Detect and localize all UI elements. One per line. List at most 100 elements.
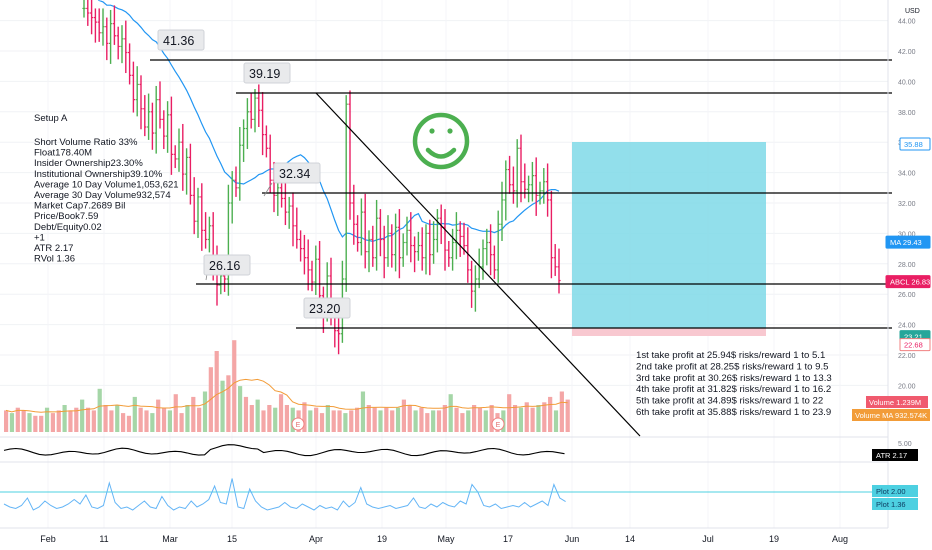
- volume-bar: [314, 407, 319, 432]
- level-label-box[interactable]: [243, 62, 291, 84]
- time-tick-label: Mar: [162, 534, 178, 544]
- setup-line: Float178.40M: [34, 148, 92, 159]
- rvol-tag: [872, 498, 918, 510]
- setup-text-block: Setup A Short Volume Ratio 33%Float178.40…: [34, 113, 179, 265]
- volume-bar: [74, 407, 79, 432]
- currency-label: USD: [905, 8, 920, 15]
- volume-bar: [536, 405, 541, 432]
- volume-bar: [243, 396, 249, 432]
- volume-bar: [349, 410, 354, 432]
- time-tick-label: Apr: [309, 534, 323, 544]
- volume-ma-line: [5, 378, 568, 413]
- volume-ma-tag-label: Volume MA 932.574K: [855, 411, 927, 420]
- level-label-text: 39.19: [249, 67, 280, 81]
- rvol-tag: [872, 485, 918, 497]
- volume-bar: [27, 413, 32, 432]
- take-profit-line: 3rd take profit at 30.26$ risks/reward 1…: [636, 373, 832, 384]
- time-tick-label: Jul: [702, 534, 714, 544]
- time-tick-label: Aug: [832, 534, 848, 544]
- price-tick-label: 34.00: [898, 171, 916, 178]
- level-labels: 41.36 39.19 32.34 26.16 23.20: [157, 29, 351, 319]
- volume-bar: [191, 396, 196, 432]
- time-tick-label: Feb: [40, 534, 56, 544]
- time-tick-label: 14: [625, 534, 635, 544]
- setup-line: Short Volume Ratio 33%: [34, 137, 138, 148]
- volume-bar: [173, 394, 178, 432]
- level-label-box[interactable]: [303, 297, 351, 319]
- volume-bar: [185, 405, 190, 432]
- volume-bar: [290, 407, 295, 432]
- price-tick-label: 24.00: [898, 323, 916, 330]
- volume-bar: [138, 407, 143, 432]
- volume-bar: [161, 407, 167, 432]
- smiley-icon: [412, 112, 470, 170]
- volume-bar: [419, 407, 424, 432]
- volume-bar: [126, 415, 132, 432]
- price-tag-label: MA 29.43: [890, 238, 922, 247]
- volume-bar: [553, 410, 559, 432]
- take-profit-line: 5th take profit at 34.89$ risks/reward 1…: [636, 396, 823, 407]
- level-label-box[interactable]: [157, 29, 205, 51]
- volume-bar: [144, 410, 149, 432]
- take-profit-line: 4th take profit at 31.82$ risks/reward 1…: [636, 384, 831, 395]
- volume-bar: [542, 402, 547, 432]
- stop-zone-box[interactable]: [572, 328, 766, 336]
- volume-bar: [477, 407, 483, 432]
- atr-tag: [872, 449, 918, 461]
- take-profit-line: 1st take profit at 25.94$ risks/reward 1…: [636, 350, 825, 361]
- price-tick-label: 28.00: [898, 262, 916, 269]
- volume-bar: [489, 405, 494, 432]
- time-tick-label: 19: [769, 534, 779, 544]
- volume-bar: [44, 407, 50, 432]
- atr-tick-label: 5.00: [898, 441, 912, 448]
- volume-bar: [565, 399, 570, 432]
- volume-bar: [156, 399, 161, 432]
- volume-bar: [249, 405, 254, 432]
- price-axis[interactable]: USD44.0042.0040.0038.0036.0034.0032.0030…: [887, 0, 920, 528]
- volume-bar: [483, 410, 488, 432]
- volume-bar: [384, 407, 389, 432]
- volume-bar: [15, 407, 20, 432]
- atr-pane: [0, 436, 888, 457]
- moving-average-line: [97, 0, 560, 243]
- volume-bar: [530, 407, 535, 432]
- trend-line[interactable]: [315, 92, 641, 437]
- drawings-background: [572, 142, 766, 336]
- label-connector-32-34: [263, 182, 273, 197]
- volume-bar: [378, 410, 383, 432]
- volume-bar: [226, 375, 231, 432]
- atr-line: [3, 444, 565, 457]
- volume-bar: [103, 405, 108, 432]
- time-axis[interactable]: Feb 11 Mar 15 Apr 19 May 17 Jun 14 Jul 19 Aug: [0, 527, 888, 544]
- volume-bar: [524, 402, 529, 432]
- volume-bar: [39, 415, 44, 432]
- volume-bar: [273, 407, 278, 432]
- price-bars: [82, 0, 561, 355]
- volume-bar: [232, 340, 237, 432]
- volume-bar: [167, 410, 172, 432]
- volume-bar: [278, 394, 284, 432]
- price-tick-label: 40.00: [898, 79, 916, 86]
- volume-bar: [56, 410, 61, 432]
- earnings-marker[interactable]: [491, 417, 505, 431]
- volume-bar: [360, 391, 366, 432]
- volume-bar: [132, 396, 137, 432]
- volume-bar: [548, 396, 553, 432]
- volume-bar: [355, 407, 360, 432]
- level-label-box[interactable]: [203, 254, 251, 276]
- volume-bar: [220, 380, 225, 432]
- price-tick-label: 32.00: [898, 201, 916, 208]
- volume-bar: [337, 410, 342, 432]
- volume-bar: [115, 405, 120, 432]
- target-zone-box[interactable]: [572, 142, 766, 328]
- volume-bar: [390, 410, 395, 432]
- volume-bar: [284, 405, 289, 432]
- volume-bar: [436, 410, 442, 432]
- earnings-marker[interactable]: [291, 417, 305, 431]
- level-label-box[interactable]: [273, 162, 321, 184]
- volume-bar: [472, 405, 477, 432]
- volume-bar: [21, 410, 26, 432]
- price-tick-label: 38.00: [898, 110, 916, 117]
